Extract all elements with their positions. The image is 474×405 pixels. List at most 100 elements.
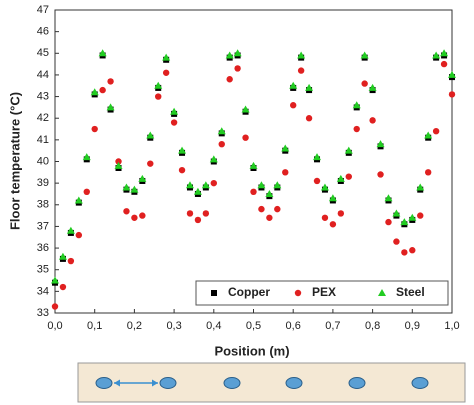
series bbox=[51, 49, 456, 284]
point bbox=[329, 221, 337, 228]
point bbox=[353, 125, 360, 133]
point bbox=[58, 252, 67, 260]
point bbox=[384, 194, 393, 202]
point bbox=[83, 188, 90, 195]
pipe-diagram bbox=[77, 362, 466, 403]
point bbox=[368, 83, 377, 91]
point bbox=[401, 249, 408, 256]
point bbox=[361, 80, 368, 87]
legend: Copper PEX Steel bbox=[195, 280, 449, 306]
point bbox=[225, 51, 234, 59]
point bbox=[59, 283, 67, 291]
point bbox=[114, 161, 123, 169]
point bbox=[305, 115, 313, 122]
point bbox=[131, 214, 138, 221]
x-tick-label: 0,8 bbox=[365, 320, 380, 332]
point bbox=[202, 210, 210, 217]
point bbox=[193, 187, 202, 195]
point bbox=[344, 146, 353, 154]
point bbox=[146, 131, 155, 139]
y-tick-label: 40 bbox=[37, 155, 49, 167]
point bbox=[337, 210, 345, 217]
point bbox=[209, 155, 218, 163]
x-tick-label: 0,0 bbox=[47, 320, 62, 332]
x-tick-label: 0,3 bbox=[166, 320, 181, 332]
point bbox=[123, 208, 130, 215]
point bbox=[226, 76, 233, 83]
point bbox=[273, 181, 282, 189]
y-tick-label: 43 bbox=[37, 90, 49, 102]
point bbox=[138, 174, 147, 182]
point bbox=[385, 218, 392, 226]
point bbox=[328, 194, 337, 202]
x-tick-label: 0,5 bbox=[246, 320, 261, 332]
y-axis-title: Floor temperature (°C) bbox=[7, 92, 22, 230]
point bbox=[440, 49, 449, 57]
point bbox=[345, 173, 352, 180]
point bbox=[178, 166, 186, 174]
y-tick-label: 47 bbox=[37, 4, 49, 16]
point bbox=[266, 214, 273, 221]
point bbox=[313, 153, 322, 161]
point bbox=[233, 49, 242, 57]
point bbox=[336, 174, 345, 182]
point bbox=[305, 83, 314, 91]
y-tick-label: 46 bbox=[37, 26, 49, 38]
point bbox=[155, 93, 162, 100]
series bbox=[51, 60, 456, 310]
point bbox=[290, 102, 297, 109]
point bbox=[75, 231, 83, 239]
point bbox=[242, 134, 249, 141]
y-tick-label: 44 bbox=[37, 69, 49, 81]
y-tick-label: 34 bbox=[37, 285, 49, 297]
x-tick-label: 0,6 bbox=[286, 320, 301, 332]
legend-label: Copper bbox=[228, 285, 270, 299]
point bbox=[417, 212, 424, 219]
x-tick-label: 0,2 bbox=[127, 320, 142, 332]
point bbox=[392, 209, 401, 217]
point bbox=[377, 171, 384, 178]
y-tick-label: 42 bbox=[37, 112, 49, 124]
legend-box bbox=[195, 280, 449, 306]
point bbox=[274, 205, 281, 213]
point bbox=[432, 128, 440, 135]
point bbox=[122, 183, 131, 191]
y-tick-label: 36 bbox=[37, 242, 49, 254]
legend-label: PEX bbox=[312, 285, 336, 299]
point bbox=[185, 181, 194, 189]
point bbox=[162, 53, 171, 61]
point bbox=[265, 189, 274, 197]
y-tick-label: 33 bbox=[37, 307, 49, 319]
legend-marker bbox=[294, 289, 302, 297]
point bbox=[241, 105, 250, 113]
point bbox=[321, 214, 329, 221]
point bbox=[400, 218, 409, 226]
pipe bbox=[348, 377, 366, 389]
point bbox=[448, 91, 456, 98]
point bbox=[162, 69, 170, 76]
point bbox=[194, 216, 202, 224]
point bbox=[90, 88, 99, 96]
point bbox=[99, 86, 106, 94]
series bbox=[52, 52, 455, 286]
point bbox=[352, 101, 361, 109]
point bbox=[130, 185, 139, 193]
pipe bbox=[285, 377, 303, 389]
point bbox=[217, 127, 226, 135]
y-tick-label: 37 bbox=[37, 220, 49, 232]
point bbox=[369, 117, 376, 124]
point bbox=[440, 60, 448, 68]
point bbox=[74, 196, 83, 204]
pipe bbox=[223, 377, 241, 389]
point bbox=[98, 49, 107, 57]
legend-label: Steel bbox=[396, 285, 425, 299]
x-tick-label: 1,0 bbox=[444, 320, 459, 332]
legend-marker bbox=[378, 289, 386, 296]
point bbox=[250, 188, 257, 195]
point bbox=[281, 144, 290, 152]
point bbox=[154, 81, 163, 89]
point bbox=[210, 179, 217, 187]
point bbox=[67, 257, 75, 265]
y-tick-label: 45 bbox=[37, 47, 49, 59]
